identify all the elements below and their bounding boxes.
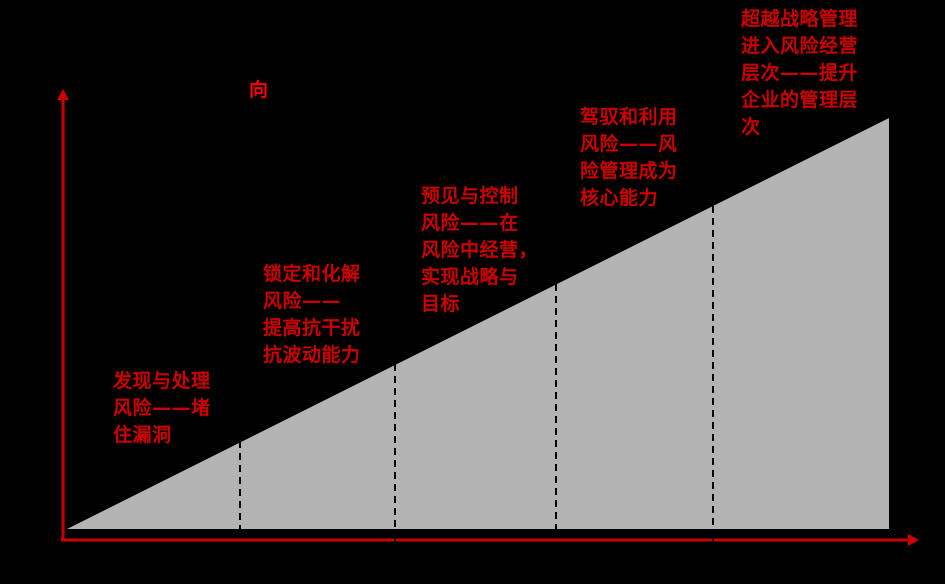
rising-area [67, 118, 889, 529]
stage-4-line-4: 核心能力 [580, 187, 659, 209]
y-axis-arrow-icon [57, 89, 69, 100]
stage-1-line-1: 发现与处理 [113, 370, 211, 392]
stage-label-2: 锁定和化解 风险—— 提高抗干扰 抗波动能力 [263, 261, 361, 369]
stage-label-4: 驾驭和利用 风险——风 险管理成为 核心能力 [580, 104, 678, 212]
x-axis-arrow-icon [908, 534, 919, 546]
y-axis-title: 向 [249, 79, 269, 101]
stage-4-line-2: 风险——风 [580, 133, 678, 155]
stage-label-5: 超越战略管理 进入风险经营 层次——提升 企业的管理层 次 [741, 6, 858, 141]
stage-3-line-1: 预见与控制 [421, 185, 519, 207]
stage-2-line-4: 抗波动能力 [263, 344, 361, 366]
stage-2-line-3: 提高抗干扰 [263, 317, 361, 339]
stage-1-line-2: 风险——堵 [113, 397, 211, 419]
stage-2-line-1: 锁定和化解 [263, 263, 361, 285]
stage-5-line-2: 进入风险经营 [741, 35, 859, 57]
stage-label-3: 预见与控制 风险——在 风险中经营， 实现战略与 目标 [421, 183, 538, 318]
stage-4-line-3: 险管理成为 [580, 160, 678, 182]
stage-5-line-5: 次 [741, 116, 761, 138]
stage-5-line-4: 企业的管理层 [741, 89, 859, 111]
stage-3-line-2: 风险——在 [421, 212, 519, 234]
stage-1-line-3: 住漏洞 [113, 424, 172, 446]
stage-4-line-1: 驾驭和利用 [580, 106, 678, 128]
stage-2-line-2: 风险—— [263, 290, 342, 312]
stage-3-line-4: 实现战略与 [421, 266, 519, 288]
stage-3-line-3: 风险中经营， [421, 239, 539, 261]
stage-5-line-1: 超越战略管理 [741, 8, 859, 30]
stage-5-line-3: 层次——提升 [741, 62, 859, 84]
stage-3-line-5: 目标 [421, 293, 461, 315]
stage-label-1: 发现与处理 风险——堵 住漏洞 [113, 368, 211, 449]
